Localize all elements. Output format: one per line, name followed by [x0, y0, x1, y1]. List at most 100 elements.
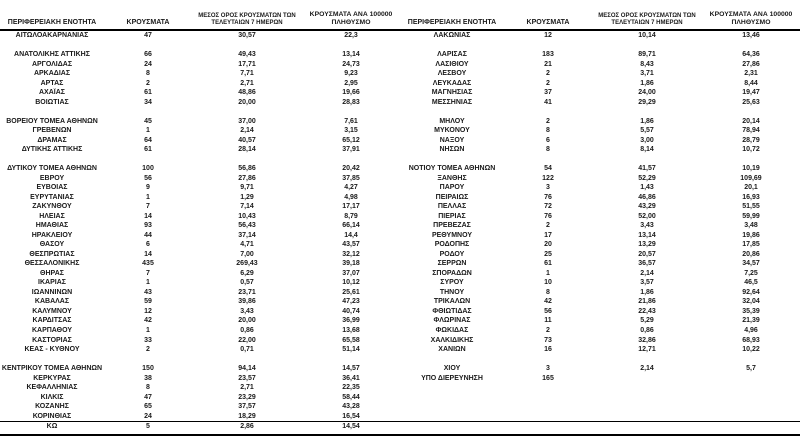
region-name-cell: ΑΝΑΤΟΛΙΚΗΣ ΑΤΤΙΚΗΣ [14, 51, 90, 59]
region-name-cell [400, 155, 504, 165]
table-row: ΗΡΑΚΛΕΙΟΥ 44 37,14 14,4 [0, 231, 400, 241]
per100k-cell: 5,7 [746, 365, 756, 373]
avg7-cell: 27,86 [238, 174, 256, 182]
cases-cell [104, 107, 192, 117]
per100k-cell: 20,42 [342, 165, 360, 173]
per100k-cell: 17,17 [342, 203, 360, 211]
table-row: ΦΘΙΩΤΙΔΑΣ 56 22,43 35,39 [400, 307, 800, 317]
spacer-row [400, 402, 800, 412]
avg7-cell [592, 422, 702, 431]
per100k-cell: 22,35 [342, 384, 360, 392]
avg7-cell: 6,29 [240, 269, 254, 277]
avg7-cell: 52,00 [638, 212, 656, 220]
region-name-cell: ΚΑΣΤΟΡΙΑΣ [32, 336, 72, 344]
cases-cell: 7 [146, 269, 150, 277]
column-header-region: ΠΕΡΙΦΕΡΕΙΑΚΗ ΕΝΟΤΗΤΑ [407, 18, 497, 26]
avg7-cell: 3,57 [640, 279, 654, 287]
table-row [400, 421, 800, 431]
avg7-cell: 1,86 [640, 288, 654, 296]
cases-cell: 1 [146, 127, 150, 135]
per100k-cell: 19,86 [742, 231, 760, 239]
per100k-cell: 3,48 [744, 222, 758, 230]
per100k-cell: 43,57 [342, 241, 360, 249]
table-row: ΑΧΑΪΑΣ 61 48,86 19,66 [0, 88, 400, 98]
table-row: ΘΗΡΑΣ 7 6,29 37,07 [0, 269, 400, 279]
per100k-cell: 92,64 [742, 288, 760, 296]
region-name-cell: ΠΕΛΛΑΣ [437, 203, 467, 211]
cases-cell: 1 [546, 269, 550, 277]
region-name-cell: ΛΑΣΙΘΙΟΥ [435, 60, 469, 68]
per100k-cell: 10,72 [742, 146, 760, 154]
avg7-cell: 7,14 [240, 203, 254, 211]
cases-cell: 54 [544, 165, 552, 173]
per100k-cell: 51,55 [742, 203, 760, 211]
avg7-cell: 0,71 [240, 346, 254, 354]
avg7-cell: 0,57 [240, 279, 254, 287]
cases-cell: 6 [546, 136, 550, 144]
table-row: ΘΑΣΟΥ 6 4,71 43,57 [0, 240, 400, 250]
region-name-cell: ΚΕΝΤΡΙΚΟΥ ΤΟΜΕΑ ΑΘΗΝΩΝ [1, 365, 103, 373]
region-name-cell [0, 155, 104, 165]
region-name-cell [400, 107, 504, 117]
region-name-cell: ΛΑΚΩΝΙΑΣ [433, 32, 471, 39]
table-row: ΝΑΞΟΥ 6 3,00 28,79 [400, 136, 800, 146]
region-name-cell: ΣΕΡΡΩΝ [437, 260, 467, 268]
cases-cell: 56 [144, 174, 152, 182]
region-name-cell [400, 422, 504, 431]
table-row: ΗΜΑΘΙΑΣ 93 56,43 66,14 [0, 221, 400, 231]
region-name-cell: ΘΕΣΣΑΛΟΝΙΚΗΣ [24, 260, 80, 268]
region-name-cell: ΘΑΣΟΥ [39, 241, 65, 249]
avg7-cell: 10,43 [238, 212, 256, 220]
per100k-cell: 37,91 [342, 146, 360, 154]
avg7-cell: 10,14 [638, 32, 656, 39]
avg7-cell: 37,57 [238, 403, 256, 411]
table-row: ΚΑΣΤΟΡΙΑΣ 33 22,00 65,58 [0, 336, 400, 346]
per100k-cell: 20,1 [744, 184, 758, 192]
table-row: ΔΥΤΙΚΗΣ ΑΤΤΙΚΗΣ 61 28,14 37,91 [0, 145, 400, 155]
per100k-cell: 22,3 [344, 32, 358, 39]
region-name-cell [400, 383, 504, 393]
region-name-cell: ΛΑΡΙΣΑΣ [437, 51, 467, 59]
region-name-cell: ΛΕΣΒΟΥ [437, 70, 467, 78]
region-name-cell: ΜΕΣΣΗΝΙΑΣ [431, 98, 473, 106]
avg7-cell: 17,71 [238, 60, 256, 68]
cases-cell: 1 [146, 279, 150, 287]
per100k-cell: 14,57 [342, 365, 360, 373]
per100k-cell: 36,99 [342, 317, 360, 325]
avg7-cell: 12,71 [638, 346, 656, 354]
avg7-cell: 56,43 [238, 222, 256, 230]
cases-cell: 5 [146, 423, 150, 431]
region-name-cell: ΜΗΛΟΥ [439, 117, 465, 125]
region-name-cell: ΚΑΛΥΜΝΟΥ [32, 307, 72, 315]
table-row: ΕΒΡΟΥ 56 27,86 37,85 [0, 174, 400, 184]
table-row: ΚΕΦΑΛΛΗΝΙΑΣ 8 2,71 22,35 [0, 383, 400, 393]
per100k-cell: 43,28 [342, 403, 360, 411]
per100k-cell: 7,25 [744, 269, 758, 277]
avg7-cell: 21,86 [638, 298, 656, 306]
region-name-cell [400, 393, 504, 403]
spacer-row [0, 41, 400, 51]
cases-cell [504, 412, 592, 422]
per100k-cell: 28,79 [742, 136, 760, 144]
per100k-cell: 4,98 [344, 193, 358, 201]
per100k-cell: 2,31 [744, 70, 758, 78]
avg7-cell: 48,86 [238, 89, 256, 97]
per100k-cell [702, 155, 800, 165]
region-name-cell: ΠΡΕΒΕΖΑΣ [433, 222, 471, 230]
region-name-cell: ΗΡΑΚΛΕΙΟΥ [31, 231, 73, 239]
spacer-row [0, 155, 400, 165]
region-name-cell: ΘΕΣΠΡΩΤΙΑΣ [29, 250, 75, 258]
avg7-cell: 23,29 [238, 393, 256, 401]
region-name-cell: ΖΑΚΥΝΘΟΥ [32, 203, 72, 211]
per100k-cell: 27,86 [742, 60, 760, 68]
region-name-cell: ΗΜΑΘΙΑΣ [35, 222, 69, 230]
cases-cell: 2 [546, 79, 550, 87]
table-row: ΜΑΓΝΗΣΙΑΣ 37 24,00 19,47 [400, 88, 800, 98]
cases-cell: 2 [146, 79, 150, 87]
cases-cell [504, 155, 592, 165]
avg7-cell: 30,57 [238, 32, 256, 39]
table-row: ΤΡΙΚΑΛΩΝ 42 21,86 32,04 [400, 297, 800, 307]
region-name-cell: ΠΑΡΟΥ [439, 184, 465, 192]
cases-cell [504, 393, 592, 403]
avg7-cell: 13,29 [638, 241, 656, 249]
